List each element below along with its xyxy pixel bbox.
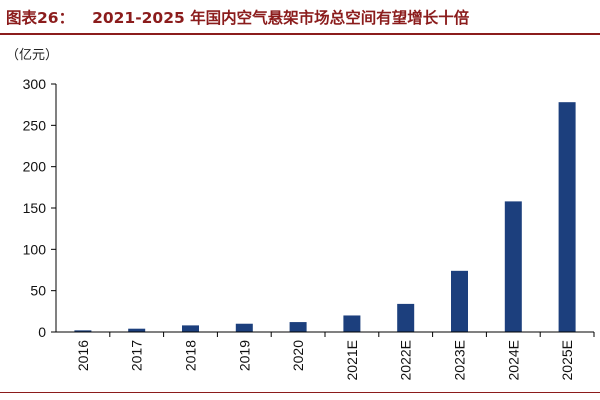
x-tick-label: 2021E xyxy=(344,340,360,380)
x-tick-label: 2022E xyxy=(398,340,414,380)
x-tick-label: 2017 xyxy=(129,340,145,371)
bar-2016 xyxy=(74,330,92,332)
y-tick-label: 150 xyxy=(23,200,47,216)
chart-title: 图表26： 2021-2025 年国内空气悬架市场总空间有望增长十倍 xyxy=(6,4,594,32)
bar-2024E xyxy=(504,201,522,332)
figure-label: 图表26： xyxy=(6,9,75,27)
y-tick-label: 300 xyxy=(23,76,47,92)
bar-2018 xyxy=(182,325,199,332)
x-tick-label: 2018 xyxy=(183,340,199,371)
bar-2019 xyxy=(235,323,253,332)
footer-divider xyxy=(0,392,600,393)
x-tick-label: 2024E xyxy=(505,340,521,380)
x-tick-label: 2023E xyxy=(452,340,468,380)
y-tick-label: 100 xyxy=(23,241,47,257)
x-tick-label: 2019 xyxy=(236,340,252,371)
bar-2017 xyxy=(128,328,146,332)
y-tick-label: 50 xyxy=(30,283,46,299)
bar-2020 xyxy=(289,322,307,332)
y-axis-unit-label: （亿元） xyxy=(6,48,59,63)
x-tick-label: 2020 xyxy=(290,340,306,371)
x-tick-label: 2016 xyxy=(75,340,91,371)
bars xyxy=(74,102,576,332)
x-tick-label: 2025E xyxy=(559,340,575,380)
title-divider xyxy=(0,33,600,35)
y-tick-label: 0 xyxy=(38,324,46,340)
y-tick-label: 250 xyxy=(23,117,47,133)
figure-title: 2021-2025 年国内空气悬架市场总空间有望增长十倍 xyxy=(92,9,470,27)
bar-2021E xyxy=(343,315,361,332)
y-axis: 0 50 100 150 200 250 300 xyxy=(23,76,57,340)
y-tick-label: 200 xyxy=(23,159,47,175)
bar-2022E xyxy=(397,303,415,332)
bar-2025E xyxy=(558,102,576,332)
bar-2023E xyxy=(451,270,468,332)
x-axis: 2016 2017 2018 2019 2020 2021E 2022E 2023E 2024E… xyxy=(56,331,595,380)
